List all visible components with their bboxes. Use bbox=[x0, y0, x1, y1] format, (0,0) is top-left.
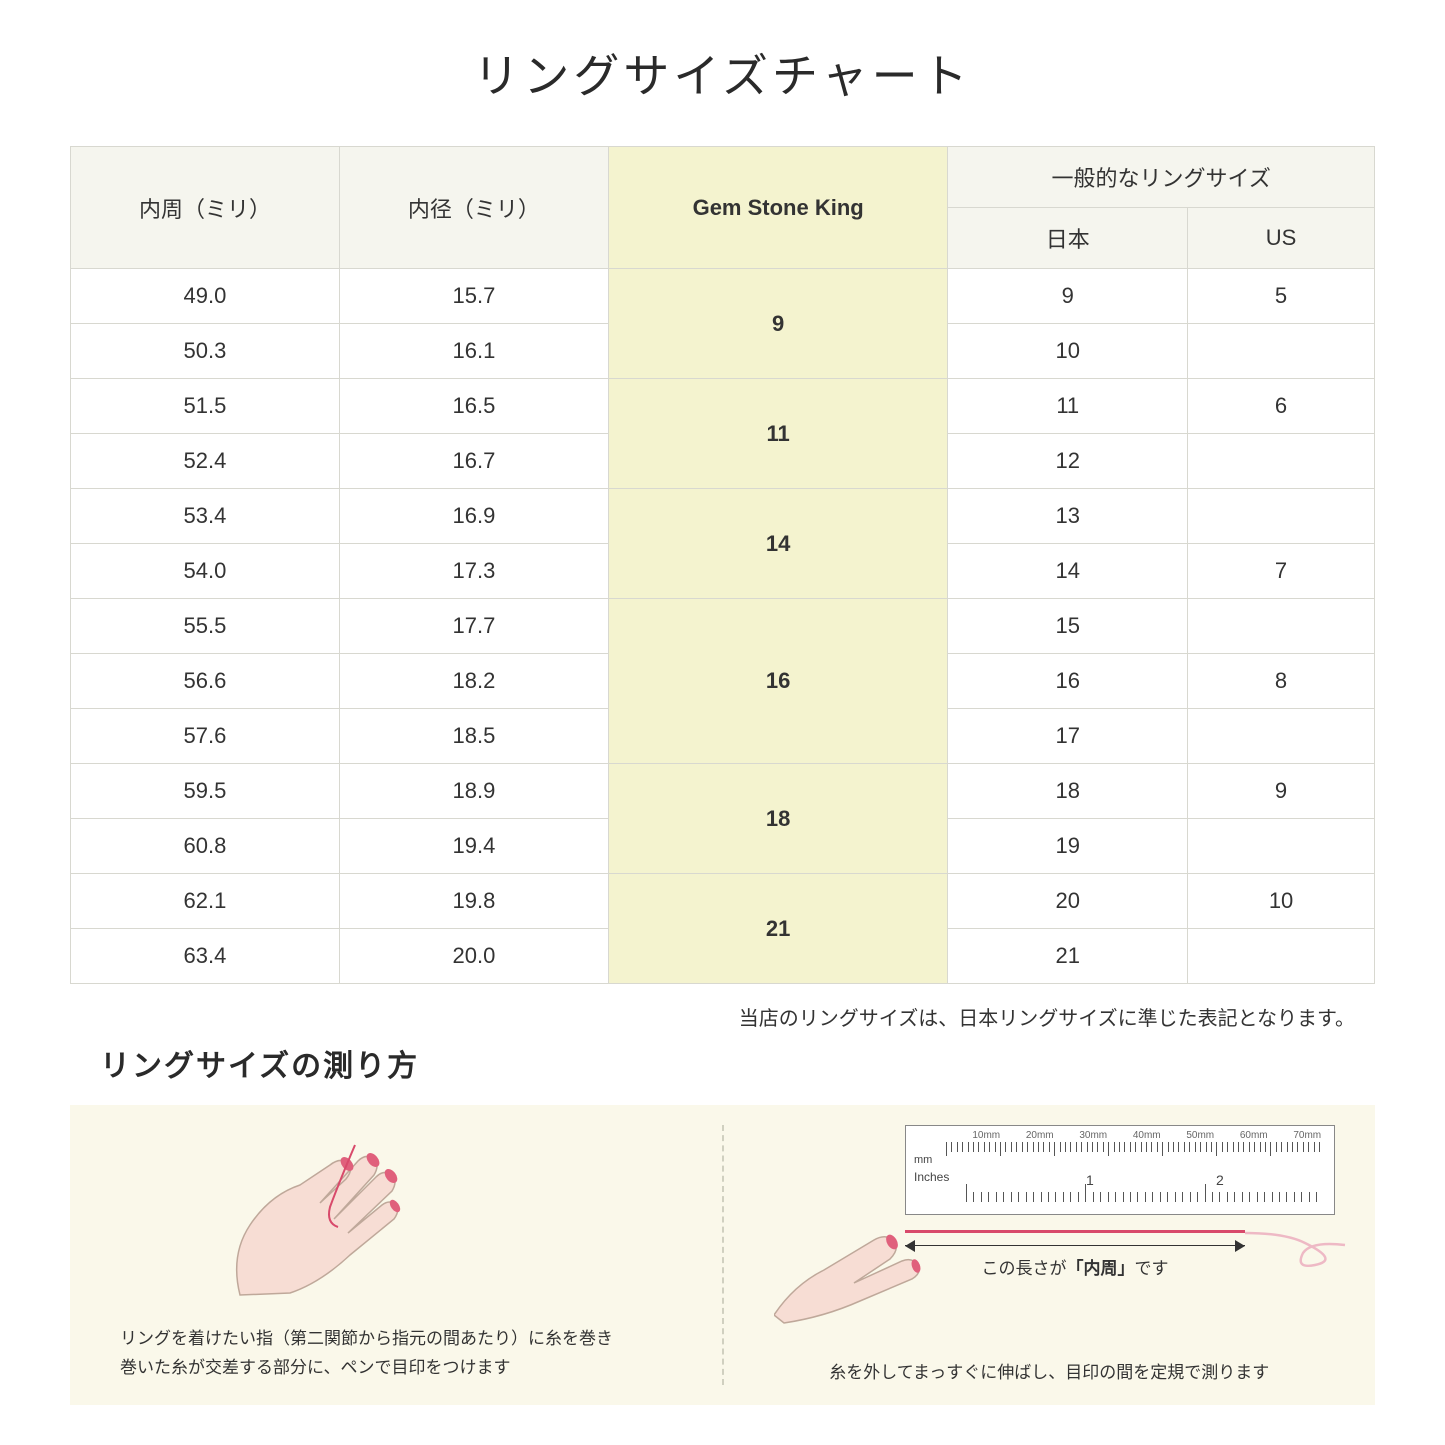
table-row: 53.416.91413 bbox=[71, 489, 1375, 544]
table-row: 49.015.7995 bbox=[71, 269, 1375, 324]
cell-gsk: 14 bbox=[608, 489, 948, 599]
cell-diameter: 19.8 bbox=[339, 874, 608, 929]
cell-us: 7 bbox=[1188, 544, 1375, 599]
cell-us: 9 bbox=[1188, 764, 1375, 819]
cell-japan: 19 bbox=[948, 819, 1188, 874]
cell-japan: 15 bbox=[948, 599, 1188, 654]
ruler-illustration: 10mm20mm30mm40mm50mm60mm70mm mm Inches 1… bbox=[905, 1125, 1335, 1215]
cell-us: 10 bbox=[1188, 874, 1375, 929]
cell-gsk: 16 bbox=[608, 599, 948, 764]
cell-japan: 17 bbox=[948, 709, 1188, 764]
cell-us: 6 bbox=[1188, 379, 1375, 434]
cell-us: 5 bbox=[1188, 269, 1375, 324]
cell-japan: 20 bbox=[948, 874, 1188, 929]
cell-japan: 10 bbox=[948, 324, 1188, 379]
cell-gsk: 9 bbox=[608, 269, 948, 379]
cell-japan: 18 bbox=[948, 764, 1188, 819]
instruction-left-text: リングを着けたい指（第二関節から指元の間あたり）に糸を巻き巻いた糸が交差する部分… bbox=[120, 1325, 692, 1383]
ruler-mm-labels: 10mm20mm30mm40mm50mm60mm70mm bbox=[906, 1130, 1334, 1141]
cell-gsk: 11 bbox=[608, 379, 948, 489]
cell-diameter: 16.9 bbox=[339, 489, 608, 544]
cell-japan: 14 bbox=[948, 544, 1188, 599]
cell-japan: 21 bbox=[948, 929, 1188, 984]
length-label-prefix: この長さが bbox=[982, 1259, 1067, 1278]
cell-circumference: 57.6 bbox=[71, 709, 340, 764]
col-general: 一般的なリングサイズ bbox=[948, 147, 1375, 208]
cell-circumference: 63.4 bbox=[71, 929, 340, 984]
col-japan: 日本 bbox=[948, 208, 1188, 269]
table-row: 51.516.511116 bbox=[71, 379, 1375, 434]
cell-us bbox=[1188, 434, 1375, 489]
cell-diameter: 16.5 bbox=[339, 379, 608, 434]
cell-japan: 13 bbox=[948, 489, 1188, 544]
cell-circumference: 60.8 bbox=[71, 819, 340, 874]
cell-us bbox=[1188, 324, 1375, 379]
cell-diameter: 19.4 bbox=[339, 819, 608, 874]
cell-diameter: 20.0 bbox=[339, 929, 608, 984]
instruction-left-panel: リングを着けたい指（第二関節から指元の間あたり）に糸を巻き巻いた糸が交差する部分… bbox=[70, 1105, 722, 1405]
cell-circumference: 52.4 bbox=[71, 434, 340, 489]
page-title: リングサイズチャート bbox=[70, 40, 1375, 106]
cell-diameter: 17.3 bbox=[339, 544, 608, 599]
ring-size-table: 内周（ミリ） 内径（ミリ） Gem Stone King 一般的なリングサイズ … bbox=[70, 146, 1375, 984]
cell-circumference: 53.4 bbox=[71, 489, 340, 544]
cell-circumference: 49.0 bbox=[71, 269, 340, 324]
cell-us bbox=[1188, 489, 1375, 544]
col-circumference: 内周（ミリ） bbox=[71, 147, 340, 269]
cell-diameter: 15.7 bbox=[339, 269, 608, 324]
cell-circumference: 55.5 bbox=[71, 599, 340, 654]
length-label-suffix: です bbox=[1135, 1259, 1169, 1278]
howto-title: リングサイズの測り方 bbox=[100, 1041, 1375, 1085]
cell-japan: 11 bbox=[948, 379, 1188, 434]
ruler-inches-text: Inches bbox=[914, 1170, 949, 1184]
col-diameter: 内径（ミリ） bbox=[339, 147, 608, 269]
cell-us bbox=[1188, 929, 1375, 984]
cell-diameter: 18.5 bbox=[339, 709, 608, 764]
thread-curl bbox=[1245, 1215, 1355, 1275]
cell-circumference: 51.5 bbox=[71, 379, 340, 434]
cell-diameter: 18.9 bbox=[339, 764, 608, 819]
cell-diameter: 16.1 bbox=[339, 324, 608, 379]
instructions-panel: リングを着けたい指（第二関節から指元の間あたり）に糸を巻き巻いた糸が交差する部分… bbox=[70, 1105, 1375, 1405]
hand-illustration-left bbox=[200, 1115, 470, 1305]
table-row: 59.518.918189 bbox=[71, 764, 1375, 819]
cell-circumference: 59.5 bbox=[71, 764, 340, 819]
cell-circumference: 62.1 bbox=[71, 874, 340, 929]
size-note: 当店のリングサイズは、日本リングサイズに準じた表記となります。 bbox=[70, 1002, 1355, 1031]
ruler-mm-text: mm bbox=[914, 1154, 932, 1166]
cell-japan: 9 bbox=[948, 269, 1188, 324]
table-row: 55.517.71615 bbox=[71, 599, 1375, 654]
table-row: 62.119.8212010 bbox=[71, 874, 1375, 929]
length-label-bold: 「内周」 bbox=[1067, 1259, 1135, 1278]
cell-diameter: 17.7 bbox=[339, 599, 608, 654]
cell-gsk: 21 bbox=[608, 874, 948, 984]
ruler-ticks-bottom bbox=[966, 1182, 1324, 1202]
cell-circumference: 50.3 bbox=[71, 324, 340, 379]
cell-us bbox=[1188, 599, 1375, 654]
instruction-right-text: 糸を外してまっすぐに伸ばし、目印の間を定規で測ります bbox=[724, 1358, 1376, 1383]
col-us: US bbox=[1188, 208, 1375, 269]
cell-us bbox=[1188, 819, 1375, 874]
cell-japan: 16 bbox=[948, 654, 1188, 709]
cell-circumference: 56.6 bbox=[71, 654, 340, 709]
cell-gsk: 18 bbox=[608, 764, 948, 874]
instruction-right-panel: 10mm20mm30mm40mm50mm60mm70mm mm Inches 1… bbox=[724, 1105, 1376, 1405]
cell-us bbox=[1188, 709, 1375, 764]
length-indicator: この長さが「内周」です bbox=[905, 1245, 1245, 1279]
ruler-ticks-top bbox=[946, 1142, 1324, 1156]
cell-circumference: 54.0 bbox=[71, 544, 340, 599]
cell-us: 8 bbox=[1188, 654, 1375, 709]
cell-diameter: 16.7 bbox=[339, 434, 608, 489]
cell-japan: 12 bbox=[948, 434, 1188, 489]
col-gsk: Gem Stone King bbox=[608, 147, 948, 269]
cell-diameter: 18.2 bbox=[339, 654, 608, 709]
